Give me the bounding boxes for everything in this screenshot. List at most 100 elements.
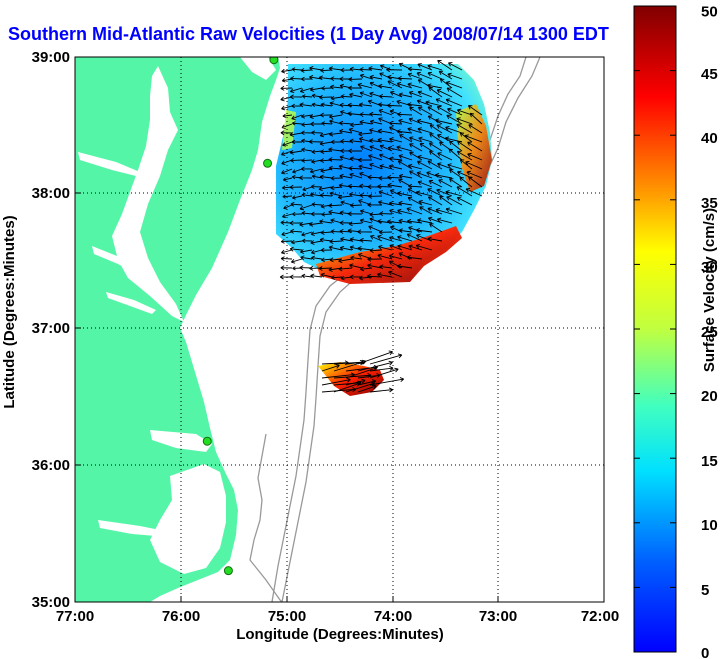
- velocity-arrow: [448, 148, 463, 161]
- velocity-arrow: [456, 123, 473, 134]
- velocity-arrow: [398, 200, 413, 206]
- velocity-arrow: [357, 384, 377, 393]
- x-tick-label: 74:00: [374, 608, 412, 625]
- velocity-arrow: [320, 112, 333, 118]
- velocity-arrow: [398, 173, 413, 179]
- radar-site-marker: [269, 57, 279, 65]
- velocity-arrow: [301, 231, 313, 237]
- velocity-arrow: [369, 367, 399, 379]
- velocity-arrow: [360, 266, 373, 272]
- velocity-arrow: [348, 127, 363, 134]
- velocity-arrow: [434, 173, 453, 179]
- velocity-arrow: [378, 244, 393, 251]
- velocity-arrow: [290, 76, 303, 82]
- velocity-arrow: [347, 102, 363, 108]
- velocity-arrow: [321, 86, 333, 91]
- velocity-arrow: [409, 136, 423, 143]
- velocity-arrow: [377, 219, 393, 224]
- velocity-arrow: [389, 244, 403, 251]
- velocity-arrow: [415, 243, 433, 251]
- velocity-arrow: [425, 100, 443, 107]
- velocity-arrow: [282, 213, 293, 219]
- velocity-arrow: [321, 257, 333, 263]
- velocity-arrow: [397, 208, 413, 215]
- velocity-arrow: [457, 140, 473, 152]
- velocity-arrow: [387, 174, 403, 180]
- velocity-arrow: [329, 257, 343, 263]
- velocity-arrow: [388, 156, 403, 162]
- river: [98, 520, 160, 536]
- velocity-arrow: [408, 244, 423, 251]
- velocity-arrow: [349, 263, 363, 269]
- velocity-arrow: [358, 131, 373, 137]
- velocity-arrow: [436, 89, 453, 98]
- velocity-arrow: [435, 208, 453, 215]
- velocity-arrow: [348, 85, 363, 91]
- velocity-arrow: [409, 170, 423, 179]
- x-tick-label: 73:00: [479, 608, 517, 625]
- velocity-arrow: [445, 207, 463, 215]
- velocity-arrow: [358, 102, 373, 108]
- velocity-arrow: [328, 66, 343, 72]
- velocity-arrow: [291, 114, 303, 120]
- velocity-arrow: [301, 147, 313, 153]
- velocity-arrow: [429, 124, 443, 134]
- velocity-arrows-south: [321, 350, 405, 393]
- velocity-arrow: [280, 96, 293, 102]
- velocity-arrow: [379, 211, 393, 217]
- velocity-arrow: [449, 169, 463, 179]
- velocity-arrow: [301, 238, 313, 243]
- y-axis-label: Latitude (Degrees:Minutes): [1, 215, 18, 408]
- velocity-arrow: [309, 75, 323, 80]
- velocity-arrow: [448, 62, 463, 71]
- velocity-arrow: [408, 226, 423, 233]
- velocity-arrow: [310, 121, 323, 127]
- colorbar-tick-label: 30: [701, 259, 718, 276]
- velocity-arrow: [291, 239, 303, 245]
- velocity-arrow: [339, 245, 353, 251]
- velocity-arrow: [398, 92, 413, 98]
- velocity-arrow: [467, 105, 483, 116]
- velocity-arrow: [289, 87, 303, 94]
- velocity-arrow: [289, 246, 303, 252]
- velocity-arrow: [358, 157, 373, 163]
- colorbar-tick-label: 10: [701, 517, 718, 534]
- velocity-arrow: [329, 114, 343, 120]
- velocity-arrow: [367, 202, 383, 208]
- velocity-arrow: [340, 236, 353, 242]
- velocity-arrow: [309, 168, 323, 174]
- velocity-arrow: [359, 112, 373, 117]
- velocity-arrow: [360, 209, 373, 215]
- velocity-arrow: [407, 188, 423, 197]
- velocity-arrow: [436, 217, 453, 224]
- velocity-arrow: [280, 85, 293, 91]
- velocity-arrow: [301, 192, 313, 198]
- velocity-arrow: [349, 92, 363, 98]
- velocity-arrow: [339, 128, 353, 134]
- velocity-arrow: [319, 237, 333, 243]
- velocity-arrow: [437, 152, 453, 161]
- radar-site-marker: [223, 566, 233, 576]
- colorbar: [633, 5, 677, 653]
- velocity-arrow: [300, 255, 313, 261]
- colorbar-tick-label: 25: [701, 324, 718, 341]
- velocity-arrow: [331, 275, 343, 280]
- velocity-arrow: [300, 166, 313, 172]
- velocity-arrow: [299, 222, 313, 227]
- velocity-arrow: [446, 87, 463, 98]
- velocity-arrow: [377, 272, 393, 278]
- velocity-arrow: [339, 155, 353, 161]
- velocity-arrow: [359, 237, 373, 243]
- velocity-arrow: [299, 175, 313, 181]
- velocity-arrow: [370, 235, 383, 242]
- velocity-arrow: [427, 71, 443, 80]
- velocity-arrow: [329, 131, 343, 137]
- velocity-arrow: [369, 111, 383, 117]
- velocity-arrow: [397, 112, 413, 117]
- velocity-arrow: [398, 118, 413, 125]
- velocity-arrow: [357, 82, 373, 89]
- y-tick-label: 37:00: [32, 320, 70, 337]
- velocity-arrow: [418, 199, 433, 206]
- velocity-arrow: [417, 63, 433, 71]
- colorbar-tick-label: 5: [701, 582, 709, 599]
